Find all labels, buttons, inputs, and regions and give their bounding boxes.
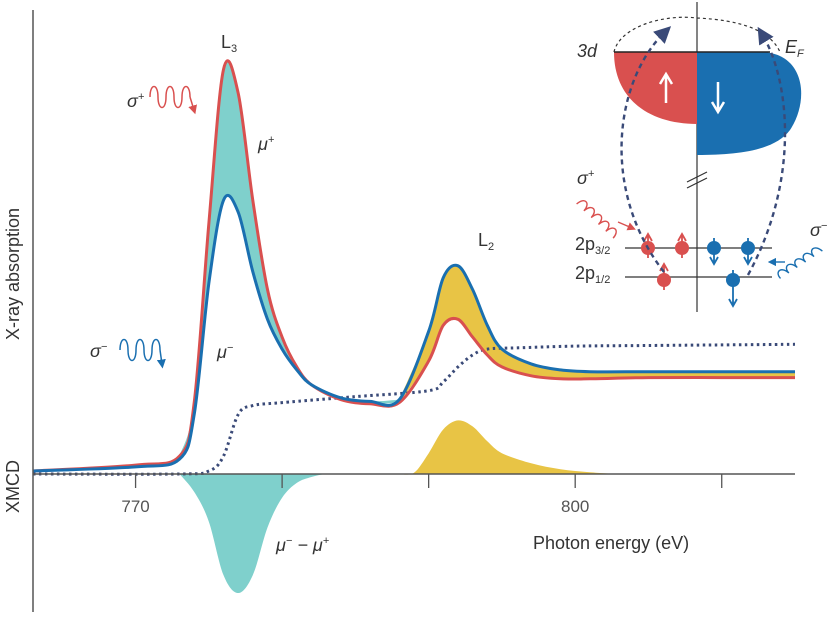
y-axis-title: X-ray absorption xyxy=(3,208,23,340)
electrons-spin-down xyxy=(707,238,755,308)
band-upper-dashed xyxy=(613,16,781,53)
sigma-plus-polarization: σ+ xyxy=(127,85,197,115)
fill-l3-difference xyxy=(179,60,400,460)
inset-helix-red-icon xyxy=(576,200,617,239)
mu-minus-label: μ− xyxy=(216,342,234,362)
band-label-3d: 3d xyxy=(577,41,598,61)
helix-red-arrow-icon xyxy=(188,96,197,115)
fermi-label: EF xyxy=(785,37,805,60)
xmcd-formula-label: μ− − μ+ xyxy=(275,535,330,555)
level-2p12-label: 2p1/2 xyxy=(575,263,610,286)
inset-break-mark-2 xyxy=(686,177,708,189)
electron-down-arrows xyxy=(709,238,753,308)
edge-step-line xyxy=(32,342,796,476)
inset-sigma-minus-label: σ− xyxy=(810,220,828,240)
excitation-path-down xyxy=(746,26,787,276)
spin-up-arrow-icon xyxy=(658,71,674,103)
mu-plus-line xyxy=(32,59,795,473)
x-ticks: 770 800 xyxy=(121,474,723,516)
y-axis-lower-title: XMCD xyxy=(3,460,23,513)
excitation-path-up xyxy=(620,26,672,273)
x-tick-label-800: 800 xyxy=(561,497,589,516)
x-tick-label-770: 770 xyxy=(121,497,149,516)
sigma-plus-label: σ+ xyxy=(127,91,145,111)
inset-helix-red-arrow-icon xyxy=(617,221,636,231)
x-axis-title: Photon energy (eV) xyxy=(533,533,689,553)
edge-label-l3: L3 xyxy=(221,32,237,55)
mu-minus-line xyxy=(32,193,795,473)
band-spin-up xyxy=(614,52,697,124)
inset-helix-blue-icon xyxy=(777,247,823,279)
sigma-minus-label: σ− xyxy=(90,341,108,361)
curves xyxy=(32,59,796,476)
helix-blue-arrow-icon xyxy=(156,349,166,369)
helix-blue-icon xyxy=(119,338,161,362)
inset-diagram: 3d EF 2p3/2 2p1/2 σ+ σ− xyxy=(575,2,828,312)
xmcd-l3-peak xyxy=(179,473,400,593)
level-2p32-label: 2p3/2 xyxy=(575,234,610,257)
helix-red-icon xyxy=(149,85,191,109)
electrons-spin-up xyxy=(641,232,689,290)
edge-label-l2: L2 xyxy=(478,230,494,253)
inset-break-mark-1 xyxy=(686,171,708,183)
sigma-minus-polarization: σ− xyxy=(90,338,166,369)
spin-down-arrow-icon xyxy=(710,82,726,115)
fill-l2-difference xyxy=(399,265,795,403)
inset-sigma-plus-label: σ+ xyxy=(577,168,595,188)
mu-plus-label: μ+ xyxy=(257,134,275,154)
xmcd-l2-peak xyxy=(399,420,620,475)
band-spin-down xyxy=(697,52,802,155)
difference-fills xyxy=(179,60,795,593)
